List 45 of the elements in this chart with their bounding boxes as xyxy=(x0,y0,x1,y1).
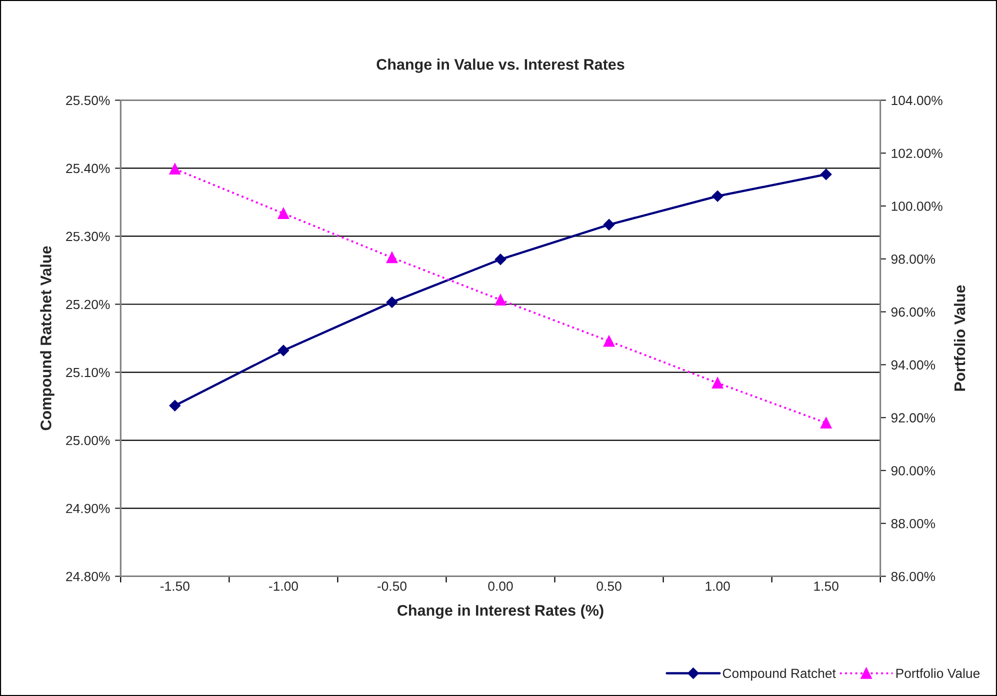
point xyxy=(494,254,506,265)
point xyxy=(712,190,724,202)
y2-tick-label: 88.00% xyxy=(891,518,936,528)
x-tick-label: -1.50 xyxy=(160,581,190,591)
x-tick-label: 0.00 xyxy=(488,581,513,591)
point xyxy=(278,208,289,219)
y2-tick-label: 92.00% xyxy=(891,413,936,423)
point xyxy=(820,168,832,180)
y-tick-label: 25.00% xyxy=(66,436,110,446)
point xyxy=(603,336,615,347)
y2-tick-label: 94.00% xyxy=(891,360,936,370)
point xyxy=(712,377,724,389)
point xyxy=(820,417,832,428)
x-tick-label: -0.50 xyxy=(378,581,406,591)
x-axis-title: Change in Interest Rates (%) xyxy=(398,604,604,619)
chart-title: Change in Value vs. Interest Rates xyxy=(376,58,624,73)
y-tick-label: 25.40% xyxy=(66,164,110,174)
x-tick-label: 0.50 xyxy=(596,581,622,591)
x-tick-label: 1.50 xyxy=(814,581,838,591)
x-tick-label: -1.00 xyxy=(268,581,298,591)
point xyxy=(278,344,290,356)
y-tick-label: 25.20% xyxy=(66,300,110,310)
point xyxy=(494,294,506,306)
point xyxy=(169,400,181,412)
legend-label: Portfolio Value xyxy=(896,668,980,678)
legend-label: Compound Ratchet xyxy=(722,668,836,681)
point xyxy=(386,296,398,308)
y-axis-title: Compound Ratchet Value xyxy=(40,246,54,430)
y2-tick-label: 100.00% xyxy=(892,202,942,211)
y2-tick-label: 90.00% xyxy=(891,466,936,476)
x-tick-label: 1.00 xyxy=(706,581,730,591)
point xyxy=(386,252,398,264)
y2-tick-label: 104.00% xyxy=(892,96,942,106)
y-tick-label: 24.80% xyxy=(66,572,110,582)
y2-tick-label: 96.00% xyxy=(891,307,936,317)
y-tick-label: 25.10% xyxy=(66,368,110,378)
y-tick-label: 24.90% xyxy=(66,504,110,514)
y-tick-label: 25.50% xyxy=(66,96,110,106)
point xyxy=(603,219,615,230)
y2-tick-label: 102.00% xyxy=(892,148,942,158)
point xyxy=(169,163,180,175)
y2-tick-label: 86.00% xyxy=(891,572,936,582)
y-tick-label: 25.30% xyxy=(66,232,110,242)
y2-tick-label: 98.00% xyxy=(891,254,936,264)
y2-axis-title: Portfolio Value xyxy=(954,285,966,391)
